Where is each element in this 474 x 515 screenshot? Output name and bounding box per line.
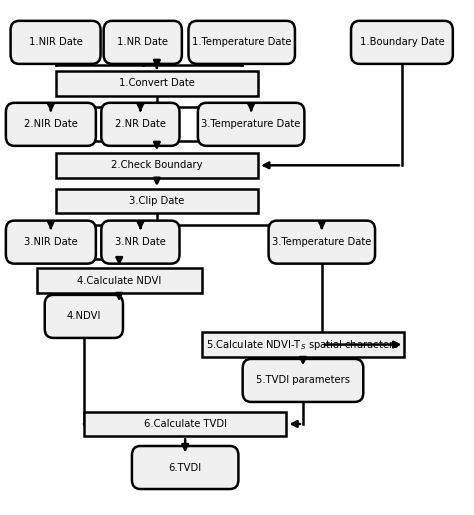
FancyBboxPatch shape	[55, 71, 258, 96]
FancyBboxPatch shape	[243, 359, 363, 402]
FancyBboxPatch shape	[189, 21, 295, 64]
FancyBboxPatch shape	[269, 220, 375, 264]
FancyBboxPatch shape	[10, 21, 100, 64]
Text: 6.Calculate TVDI: 6.Calculate TVDI	[144, 419, 227, 429]
FancyBboxPatch shape	[55, 153, 258, 178]
Text: 3.NIR Date: 3.NIR Date	[24, 237, 78, 247]
Text: 1.Convert Date: 1.Convert Date	[119, 78, 195, 89]
Text: 5.Calculate NDVI-T$_S$ spatial characters: 5.Calculate NDVI-T$_S$ spatial character…	[206, 337, 400, 352]
FancyBboxPatch shape	[201, 332, 404, 357]
FancyBboxPatch shape	[132, 446, 238, 489]
FancyBboxPatch shape	[198, 103, 304, 146]
Text: 4.NDVI: 4.NDVI	[67, 312, 101, 321]
Text: 2.NR Date: 2.NR Date	[115, 119, 166, 129]
Text: 1.NIR Date: 1.NIR Date	[28, 38, 82, 47]
Text: 3.NR Date: 3.NR Date	[115, 237, 166, 247]
FancyBboxPatch shape	[55, 189, 258, 213]
Text: 5.TVDI parameters: 5.TVDI parameters	[256, 375, 350, 385]
FancyBboxPatch shape	[6, 103, 96, 146]
Text: 3.Temperature Date: 3.Temperature Date	[201, 119, 301, 129]
Text: 3.Temperature Date: 3.Temperature Date	[272, 237, 372, 247]
FancyBboxPatch shape	[36, 268, 201, 293]
FancyBboxPatch shape	[101, 103, 180, 146]
Text: 4.Calculate NDVI: 4.Calculate NDVI	[77, 276, 161, 285]
Text: 2.NIR Date: 2.NIR Date	[24, 119, 78, 129]
Text: 6.TVDI: 6.TVDI	[169, 462, 202, 472]
FancyBboxPatch shape	[104, 21, 182, 64]
Text: 3.Clip Date: 3.Clip Date	[129, 196, 184, 206]
FancyBboxPatch shape	[84, 411, 286, 436]
Text: 2.Check Boundary: 2.Check Boundary	[111, 160, 203, 170]
Text: 1.NR Date: 1.NR Date	[117, 38, 168, 47]
FancyBboxPatch shape	[6, 220, 96, 264]
FancyBboxPatch shape	[101, 220, 180, 264]
Text: 1.Temperature Date: 1.Temperature Date	[192, 38, 292, 47]
FancyBboxPatch shape	[45, 295, 123, 338]
Text: 1.Boundary Date: 1.Boundary Date	[360, 38, 444, 47]
FancyBboxPatch shape	[351, 21, 453, 64]
